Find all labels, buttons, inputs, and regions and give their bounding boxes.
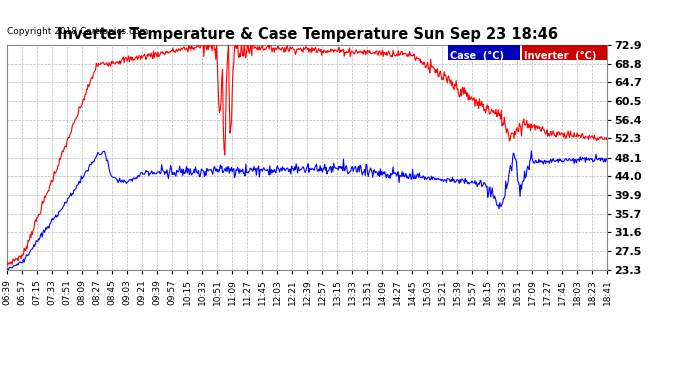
Title: Inverter Temperature & Case Temperature Sun Sep 23 18:46: Inverter Temperature & Case Temperature … xyxy=(57,27,558,42)
Text: Case  (°C): Case (°C) xyxy=(450,51,504,61)
Text: Inverter  (°C): Inverter (°C) xyxy=(524,51,597,61)
FancyBboxPatch shape xyxy=(522,45,607,60)
FancyBboxPatch shape xyxy=(448,45,520,60)
Text: Copyright 2018 Cartronics.com: Copyright 2018 Cartronics.com xyxy=(7,27,148,36)
